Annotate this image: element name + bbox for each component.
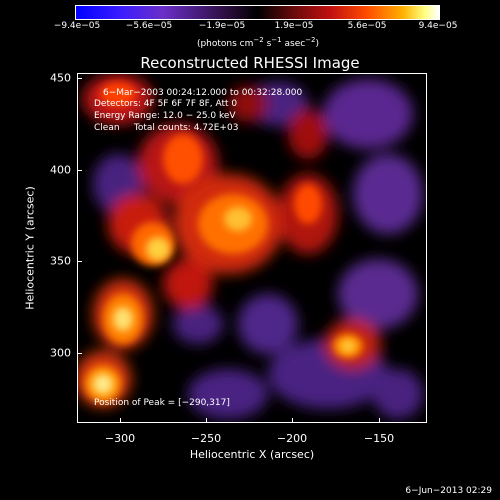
colorbar-tick: 1.9e−05 <box>274 21 314 31</box>
peak-position: Position of Peak = [−290,317] <box>94 398 230 408</box>
colorbar <box>75 5 440 20</box>
plot-title: Reconstructed RHESSI Image <box>140 54 360 72</box>
x-tick-label: −200 <box>276 432 308 445</box>
colorbar-tick: 9.4e−05 <box>418 21 458 31</box>
y-tick-label: 450 <box>50 71 71 85</box>
x-axis-label: Heliocentric X (arcsec) <box>189 448 315 461</box>
time-range: 6−Mar−2003 00:24:12.000 to 00:32:28.000 <box>103 88 303 98</box>
x-tick-label: −250 <box>190 432 222 445</box>
energy-range: Energy Range: 12.0 − 25.0 keV <box>94 111 236 121</box>
colorbar-tick: 5.6e−05 <box>347 21 387 31</box>
footer-date: 6−Jun−2013 02:29 <box>405 486 492 496</box>
image-plot <box>77 73 427 423</box>
y-tick-label: 350 <box>50 254 71 268</box>
colorbar-tick: −1.9e−05 <box>198 21 246 31</box>
y-tick-label: 300 <box>50 346 71 360</box>
colorbar-tick: −5.6e−05 <box>125 21 173 31</box>
y-tick-label: 400 <box>50 163 71 177</box>
x-tick-label: −150 <box>363 432 395 445</box>
x-tick-label: −300 <box>104 432 136 445</box>
colorbar-units: (photons cm−2 s−1 asec−2) <box>196 36 320 49</box>
detectors: Detectors: 4F 5F 6F 7F 8F, Att 0 <box>94 99 238 109</box>
colorbar-tick: −9.4e−05 <box>53 21 101 31</box>
rhessi-image <box>78 74 426 422</box>
y-axis-label: Heliocentric Y (arcsec) <box>23 186 37 310</box>
clean-total-counts: Clean Total counts: 4.72E+03 <box>94 123 239 133</box>
